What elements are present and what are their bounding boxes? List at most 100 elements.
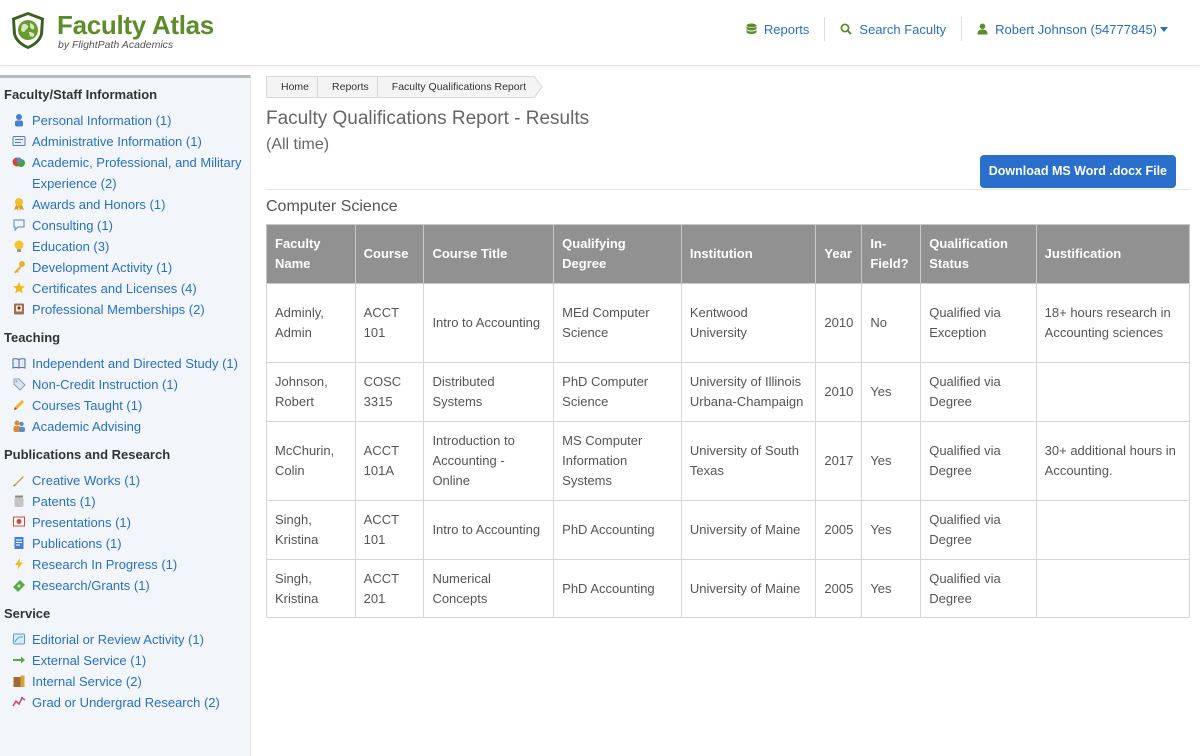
sidebar-heading: Service xyxy=(4,606,51,621)
sidebar-item-grad-research[interactable]: Grad or Undergrad Research (2) xyxy=(0,692,250,713)
cell-course-title: Intro to Accounting xyxy=(423,283,555,363)
cell-faculty-name: Singh, Kristina xyxy=(266,559,356,618)
sidebar-item-internal-service[interactable]: Internal Service (2) xyxy=(0,671,250,692)
cell-course: ACCT 101 xyxy=(354,500,425,560)
cell-qualifying-degree: PhD Accounting xyxy=(553,559,682,618)
sidebar-item-research-in-progress[interactable]: Research In Progress (1) xyxy=(0,554,250,575)
col-header-institution[interactable]: Institution xyxy=(680,224,817,284)
presentation-icon xyxy=(13,516,25,527)
app-subtitle: by FlightPath Academics xyxy=(58,39,174,51)
sidebar-group-faculty-staff: Faculty/Staff Information Personal Infor… xyxy=(0,78,250,320)
sidebar-item-research-grants[interactable]: Research/Grants (1) xyxy=(0,575,250,596)
cell-year: 2005 xyxy=(815,500,863,560)
col-header-faculty-name[interactable]: Faculty Name xyxy=(266,224,356,284)
sidebar-item-administrative-information[interactable]: Administrative Information (1) xyxy=(0,131,250,152)
search-faculty-link[interactable]: Search Faculty xyxy=(825,17,963,41)
cell-justification: 18+ hours research in Accounting science… xyxy=(1035,283,1191,363)
col-header-justification[interactable]: Justification xyxy=(1035,224,1191,284)
globe-shield-logo-icon xyxy=(12,12,44,49)
people-icon xyxy=(13,420,25,432)
sidebar-item-presentations[interactable]: Presentations (1) xyxy=(0,512,250,533)
user-icon xyxy=(977,23,988,35)
document-icon xyxy=(14,537,24,549)
badge-icon xyxy=(14,303,24,315)
sidebar-item-development-activity[interactable]: Development Activity (1) xyxy=(0,257,250,278)
sidebar-item-education[interactable]: Education (3) xyxy=(0,236,250,257)
cell-year: 2017 xyxy=(815,421,863,501)
col-header-course-title[interactable]: Course Title xyxy=(423,224,555,284)
table-row: Adminly, Admin ACCT 101 Intro to Account… xyxy=(266,283,1191,363)
top-nav: Reports Search Faculty Robert Johnson (5… xyxy=(731,17,1168,41)
cell-justification xyxy=(1035,559,1191,618)
person-icon xyxy=(15,114,23,127)
cell-institution: University of Illinois Urbana-Champaign xyxy=(680,362,817,422)
breadcrumb-reports[interactable]: Reports xyxy=(317,76,377,98)
sidebar-item-creative-works[interactable]: Creative Works (1) xyxy=(0,470,250,491)
sidebar-item-publications[interactable]: Publications (1) xyxy=(0,533,250,554)
download-docx-button[interactable]: Download MS Word .docx File xyxy=(979,155,1176,188)
tag-icon xyxy=(13,378,26,391)
sidebar-item-non-credit[interactable]: Non-Credit Instruction (1) xyxy=(0,374,250,395)
brand[interactable]: Faculty Atlas by FlightPath Academics xyxy=(8,10,214,52)
col-header-qualifying-degree[interactable]: Qualifying Degree xyxy=(553,224,682,284)
cell-course-title: Intro to Accounting xyxy=(423,500,555,560)
cell-course-title: Introduction to Accounting - Online xyxy=(423,421,555,501)
sidebar-group-publications: Publications and Research Creative Works… xyxy=(0,437,250,596)
lightning-icon xyxy=(15,558,23,570)
sidebar-item-memberships[interactable]: Professional Memberships (2) xyxy=(0,299,250,320)
table-row: Singh, Kristina ACCT 101 Intro to Accoun… xyxy=(266,500,1191,560)
cell-qualification-status: Qualified via Exception xyxy=(920,283,1037,363)
page-subtitle: (All time) xyxy=(266,136,330,153)
cell-qualifying-degree: PhD Accounting xyxy=(553,500,682,560)
search-faculty-label: Search Faculty xyxy=(859,21,947,37)
cell-institution: University of Maine xyxy=(680,559,817,618)
sidebar-item-editorial[interactable]: Editorial or Review Activity (1) xyxy=(0,629,250,650)
sidebar-item-experience[interactable]: Academic, Professional, and Military Exp… xyxy=(0,152,250,194)
cell-faculty-name: Adminly, Admin xyxy=(266,283,356,363)
sidebar-group-service: Service Editorial or Review Activity (1)… xyxy=(0,596,250,713)
col-header-qualification-status[interactable]: Qualification Status xyxy=(920,224,1037,284)
sidebar-item-independent-study[interactable]: Independent and Directed Study (1) xyxy=(0,353,250,374)
open-book-icon xyxy=(12,358,26,369)
sidebar-item-external-service[interactable]: External Service (1) xyxy=(0,650,250,671)
cell-faculty-name: Johnson, Robert xyxy=(266,362,356,422)
col-header-year[interactable]: Year xyxy=(815,224,863,284)
cell-institution: University of Maine xyxy=(680,500,817,560)
sidebar-item-certificates[interactable]: Certificates and Licenses (4) xyxy=(0,278,250,299)
sidebar-item-awards[interactable]: Awards and Honors (1) xyxy=(0,194,250,215)
database-icon xyxy=(746,23,757,34)
page-title: Faculty Qualifications Report - Results xyxy=(266,108,590,129)
col-header-course[interactable]: Course xyxy=(354,224,425,284)
cell-qualifying-degree: MS Computer Information Systems xyxy=(553,421,682,501)
search-icon xyxy=(840,23,853,35)
cell-course-title: Numerical Concepts xyxy=(423,559,555,618)
sidebar-heading: Publications and Research xyxy=(4,447,171,462)
cell-justification xyxy=(1035,500,1191,560)
sidebar-item-consulting[interactable]: Consulting (1) xyxy=(0,215,250,236)
table-row: Johnson, Robert COSC 3315 Distributed Sy… xyxy=(266,362,1191,422)
sidebar-heading: Faculty/Staff Information xyxy=(4,87,158,102)
arrow-right-icon xyxy=(13,656,25,664)
cell-in-field: Yes xyxy=(861,421,922,501)
breadcrumb-home[interactable]: Home xyxy=(266,76,318,98)
sidebar-item-personal-information[interactable]: Personal Information (1) xyxy=(0,110,250,131)
cell-in-field: No xyxy=(861,283,922,363)
qualifications-table: Faculty Name Course Course Title Qualify… xyxy=(266,224,1191,618)
cell-course: ACCT 201 xyxy=(354,559,425,618)
reports-label: Reports xyxy=(763,21,810,37)
sidebar-item-academic-advising[interactable]: Academic Advising xyxy=(0,416,250,437)
star-icon xyxy=(13,282,25,294)
user-menu[interactable]: Robert Johnson (54777845) xyxy=(962,17,1168,41)
reports-link[interactable]: Reports xyxy=(731,17,826,41)
sidebar-item-patents[interactable]: Patents (1) xyxy=(0,491,250,512)
cell-faculty-name: Singh, Kristina xyxy=(266,500,356,560)
breadcrumb-current[interactable]: Faculty Qualifications Report xyxy=(376,76,535,98)
speech-bubble-icon xyxy=(13,219,25,232)
cell-justification: 30+ additional hours in Accounting. xyxy=(1035,421,1191,501)
table-row: McChurin, Colin ACCT 101A Introduction t… xyxy=(266,421,1191,501)
cell-year: 2010 xyxy=(815,362,863,422)
sidebar-item-courses-taught[interactable]: Courses Taught (1) xyxy=(0,395,250,416)
col-header-in-field[interactable]: In-Field? xyxy=(861,224,922,284)
user-name: Robert Johnson (54777845) xyxy=(995,21,1157,37)
brush-icon xyxy=(13,476,24,487)
